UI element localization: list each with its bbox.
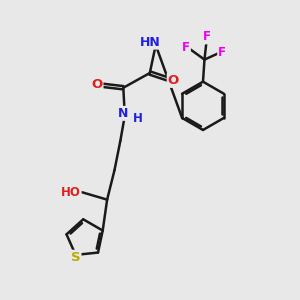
Text: H: H: [133, 112, 143, 125]
Text: F: F: [203, 30, 211, 44]
Text: S: S: [71, 251, 80, 264]
Text: F: F: [218, 46, 226, 59]
Text: O: O: [168, 74, 179, 87]
Text: HN: HN: [140, 36, 161, 49]
Text: O: O: [91, 78, 102, 91]
Text: HO: HO: [61, 186, 81, 199]
Text: F: F: [182, 41, 190, 54]
Text: N: N: [118, 107, 128, 120]
